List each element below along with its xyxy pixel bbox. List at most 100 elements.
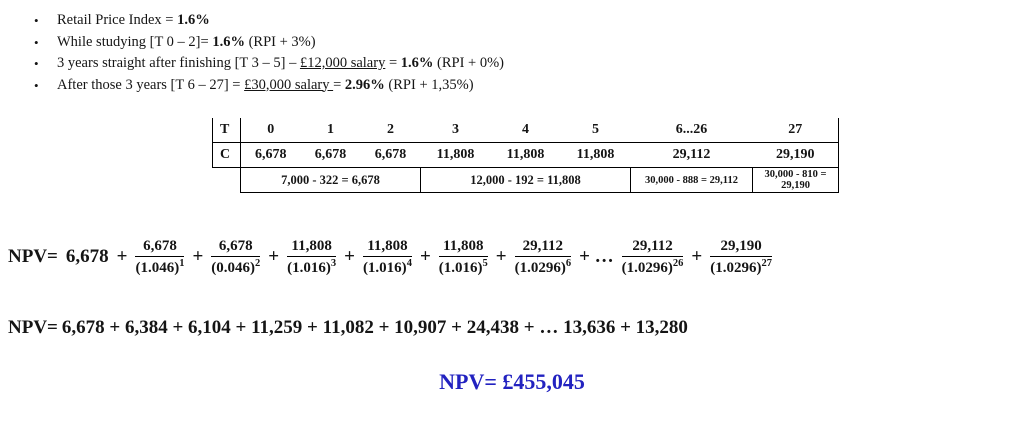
- bullet-while-studying: While studying [T 0 – 2]= 1.6% (RPI + 3%…: [34, 32, 1024, 54]
- bullet-value-bold: 1.6%: [400, 55, 434, 71]
- cashflow-cell: 6,678: [240, 142, 301, 168]
- first-term: 6,678: [65, 246, 109, 267]
- fraction-base: (1.016): [438, 260, 483, 276]
- note-cell: 30,000 - 888 = 29,112: [630, 167, 753, 193]
- fraction-denominator: (1.016)5: [439, 257, 488, 277]
- fraction-numerator: 11,808: [438, 237, 488, 257]
- fraction-base: (1.016): [287, 260, 331, 276]
- fraction-numerator: 11,808: [287, 237, 337, 257]
- plus-operator: +: [116, 246, 128, 267]
- cashflow-cell: 11,808: [420, 142, 491, 168]
- bullet-value-bold: 2.96%: [344, 76, 385, 93]
- cashflow-cell: 11,808: [560, 142, 631, 168]
- period-cell: 0: [240, 118, 301, 143]
- fraction-numerator: 6,678: [135, 237, 185, 257]
- cashflow-cell: 6,678: [360, 142, 421, 168]
- npv-label: NPV=: [8, 246, 58, 267]
- table-row-notes: 7,000 - 322 = 6,678 12,000 - 192 = 11,80…: [213, 167, 839, 193]
- fraction-exponent: 27: [761, 258, 773, 269]
- ellipsis-operator: + …: [579, 246, 614, 267]
- table-row-cashflows: C 6,678 6,678 6,678 11,808 11,808 11,808…: [212, 142, 839, 168]
- fraction-term-2: 6,678 (0.046)2: [211, 237, 261, 277]
- cashflow-cell: 29,112: [630, 142, 753, 168]
- npv-label: NPV=: [8, 317, 58, 338]
- bullet-text: Retail Price Index =: [57, 12, 178, 28]
- period-cell: 1: [300, 118, 361, 143]
- fraction-numerator: 11,808: [362, 237, 412, 257]
- fraction-base: (1.0296): [710, 260, 762, 276]
- fraction-exponent: 1: [179, 258, 185, 269]
- notes-spacer: [213, 168, 241, 193]
- cashflow-table: T 0 1 2 3 4 5 6...26 27 C 6,678 6,678 6,…: [212, 118, 839, 193]
- period-cell: 3: [420, 118, 491, 143]
- fraction-term-5: 11,808 (1.016)5: [438, 237, 488, 277]
- cashflow-cell: 6,678: [300, 142, 361, 168]
- plus-operator: +: [344, 246, 355, 267]
- cashflow-cell: 29,190: [752, 142, 839, 168]
- note-cell: 7,000 - 322 = 6,678: [240, 167, 421, 193]
- bullet-text: While studying [T 0 – 2]=: [57, 33, 213, 50]
- fraction-exponent: 5: [482, 258, 488, 269]
- period-cell: 6...26: [630, 118, 753, 143]
- bullet-salary-underline: £12,000 salary: [299, 55, 386, 71]
- bullet-after-finishing: 3 years straight after finishing [T 3 – …: [34, 53, 1024, 75]
- fraction-term-4: 11,808 (1.016)4: [362, 237, 412, 277]
- fraction-base: (0.046): [211, 260, 256, 276]
- plus-operator: +: [495, 246, 507, 267]
- bullet-value-bold: 1.6%: [212, 33, 245, 50]
- fraction-term-3: 11,808 (1.016)3: [287, 237, 337, 277]
- npv-sum-terms: 6,678 + 6,384 + 6,104 + 11,259 + 11,082 …: [61, 317, 688, 338]
- table-row-periods: T 0 1 2 3 4 5 6...26 27: [212, 118, 839, 143]
- fraction-base: (1.046): [135, 260, 180, 276]
- period-cell: 4: [490, 118, 561, 143]
- bullet-after-three-years: After those 3 years [T 6 – 27] = £30,000…: [34, 75, 1024, 97]
- npv-formula-line: NPV= 6,678 + 6,678 (1.046)1 + 6,678 (0.0…: [8, 237, 1024, 277]
- row-label-c: C: [212, 142, 241, 168]
- fraction-numerator: 29,190: [710, 237, 772, 257]
- note-cell: 12,000 - 192 = 11,808: [420, 167, 631, 193]
- fraction-exponent: 4: [406, 258, 412, 269]
- fraction-exponent: 3: [330, 258, 337, 269]
- fraction-term-6: 29,112 (1.0296)6: [514, 237, 572, 277]
- note-cell: 30,000 - 810 = 29,190: [752, 167, 839, 193]
- fraction-exponent: 26: [672, 258, 684, 269]
- fraction-term-1: 6,678 (1.046)1: [135, 237, 185, 277]
- fraction-denominator: (0.046)2: [211, 257, 260, 277]
- bullet-text: 3 years straight after finishing [T 3 – …: [57, 55, 300, 71]
- fraction-base: (1.0296): [621, 260, 673, 276]
- bullet-rpi: Retail Price Index = 1.6%: [34, 10, 1024, 32]
- fraction-term-26: 29,112 (1.0296)26: [621, 237, 684, 277]
- fraction-numerator: 29,112: [621, 237, 684, 257]
- plus-operator: +: [691, 246, 703, 267]
- fraction-denominator: (1.016)4: [363, 257, 412, 277]
- bullet-text: (RPI + 0%): [433, 55, 504, 71]
- fraction-denominator: (1.016)3: [287, 257, 336, 277]
- document-page: Retail Price Index = 1.6% While studying…: [0, 10, 1024, 429]
- fraction-denominator: (1.046)1: [135, 257, 184, 277]
- fraction-denominator: (1.0296)6: [515, 257, 572, 277]
- fraction-exponent: 6: [565, 258, 572, 269]
- bullet-text: (RPI + 1,35%): [384, 76, 474, 93]
- fraction-numerator: 6,678: [211, 237, 261, 257]
- row-label-t: T: [212, 118, 241, 143]
- bullet-value-bold: 1.6%: [177, 12, 210, 28]
- fraction-denominator: (1.0296)27: [710, 257, 772, 277]
- bullet-text: After those 3 years [T 6 – 27] =: [57, 76, 245, 93]
- assumptions-list: Retail Price Index = 1.6% While studying…: [34, 10, 1024, 97]
- bullet-text: =: [333, 76, 345, 93]
- fraction-exponent: 2: [255, 258, 261, 269]
- fraction-term-27: 29,190 (1.0296)27: [710, 237, 772, 277]
- plus-operator: +: [419, 246, 431, 267]
- period-cell: 2: [360, 118, 421, 143]
- plus-operator: +: [268, 246, 280, 267]
- npv-result-line: NPV= £455,045: [0, 369, 1024, 395]
- plus-operator: +: [192, 246, 204, 267]
- npv-sum-line: NPV= 6,678 + 6,384 + 6,104 + 11,259 + 11,…: [8, 317, 1024, 339]
- fraction-denominator: (1.0296)26: [622, 257, 684, 277]
- cashflow-cell: 11,808: [490, 142, 561, 168]
- fraction-base: (1.016): [362, 260, 407, 276]
- fraction-numerator: 29,112: [514, 237, 572, 257]
- bullet-text: =: [385, 55, 401, 71]
- period-cell: 27: [752, 118, 839, 143]
- bullet-salary-underline: £30,000 salary: [244, 76, 334, 93]
